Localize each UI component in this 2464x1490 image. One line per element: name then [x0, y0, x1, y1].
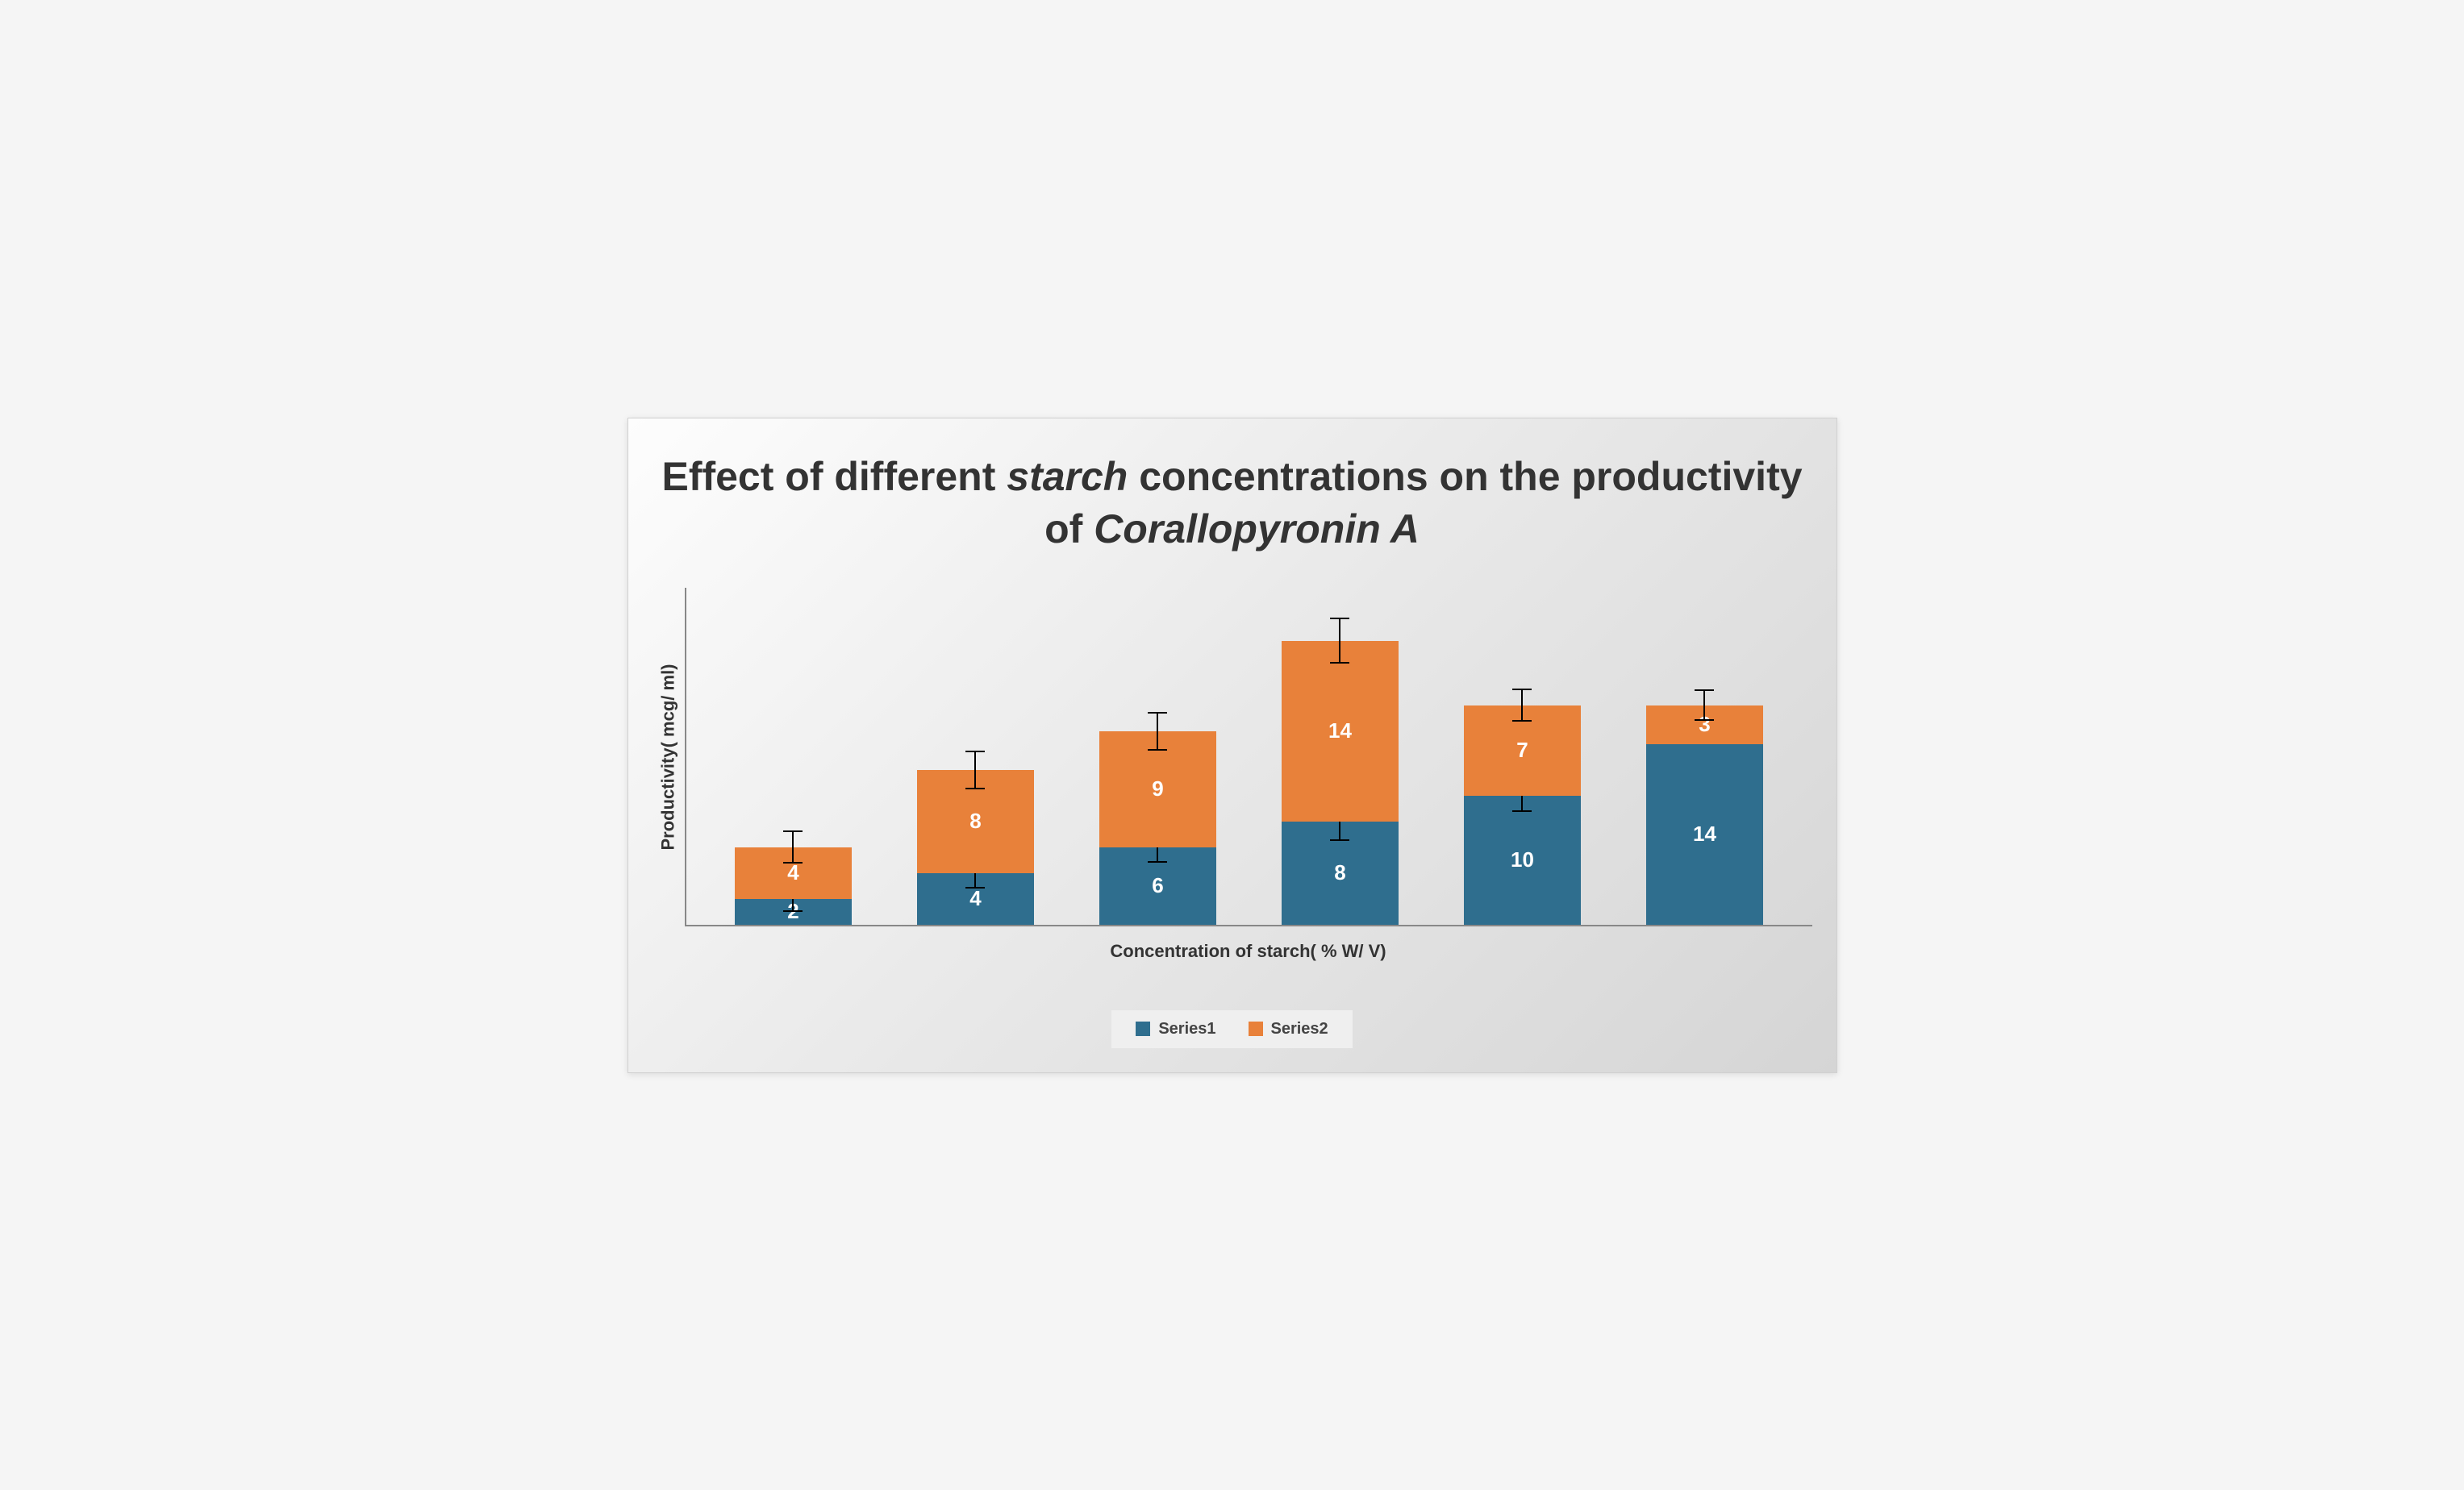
- bar-segment-series1: 2: [735, 899, 852, 925]
- bar-segment-series2: 4: [735, 847, 852, 899]
- bar-stack: 107: [1464, 705, 1581, 925]
- chart-container: Effect of different starch concentration…: [627, 418, 1837, 1073]
- bar-group: 48: [904, 588, 1046, 925]
- bar-segment-series2: 7: [1464, 705, 1581, 796]
- legend-item: Series1: [1136, 1020, 1215, 1038]
- bar-segment-series1: 6: [1099, 847, 1216, 925]
- bar-segment-series1: 4: [917, 873, 1034, 925]
- error-bar: [792, 830, 794, 864]
- error-bar: [1339, 618, 1340, 664]
- legend-swatch: [1249, 1022, 1263, 1036]
- legend: Series1 Series2: [1111, 1010, 1352, 1048]
- bar-segment-series1: 14: [1646, 744, 1763, 925]
- plot-row: Productivity( mcg/ ml) 244869814107143: [652, 588, 1812, 926]
- bar-stack: 24: [735, 847, 852, 925]
- bar-group: 814: [1269, 588, 1411, 925]
- error-bar: [1703, 689, 1705, 720]
- error-bar: [1521, 689, 1523, 722]
- bar-segment-series1: 8: [1282, 822, 1399, 925]
- bar-group: 69: [1086, 588, 1228, 925]
- bar-group: 107: [1451, 588, 1593, 925]
- y-axis-label-wrap: Productivity( mcg/ ml): [652, 588, 685, 926]
- plot-area: 244869814107143: [685, 588, 1812, 926]
- legend-label: Series1: [1158, 1020, 1215, 1038]
- bar-stack: 69: [1099, 731, 1216, 925]
- bar-segment-series1: 10: [1464, 796, 1581, 925]
- legend-swatch: [1136, 1022, 1150, 1036]
- chart-title: Effect of different starch concentration…: [652, 451, 1812, 556]
- bar-group: 24: [722, 588, 864, 925]
- bar-stack: 143: [1646, 705, 1763, 925]
- bar-segment-series2: 8: [917, 770, 1034, 873]
- x-axis-label: Concentration of starch( % W/ V): [685, 941, 1812, 962]
- error-bar: [1157, 712, 1158, 751]
- y-axis-label: Productivity( mcg/ ml): [658, 664, 679, 850]
- bar-segment-series2: 14: [1282, 641, 1399, 822]
- legend-label: Series2: [1271, 1020, 1328, 1038]
- bar-stack: 48: [917, 770, 1034, 925]
- bar-group: 143: [1633, 588, 1775, 925]
- bar-segment-series2: 9: [1099, 731, 1216, 847]
- bar-stack: 814: [1282, 641, 1399, 925]
- bar-segment-series2: 3: [1646, 705, 1763, 744]
- error-bar: [974, 751, 976, 789]
- legend-item: Series2: [1249, 1020, 1328, 1038]
